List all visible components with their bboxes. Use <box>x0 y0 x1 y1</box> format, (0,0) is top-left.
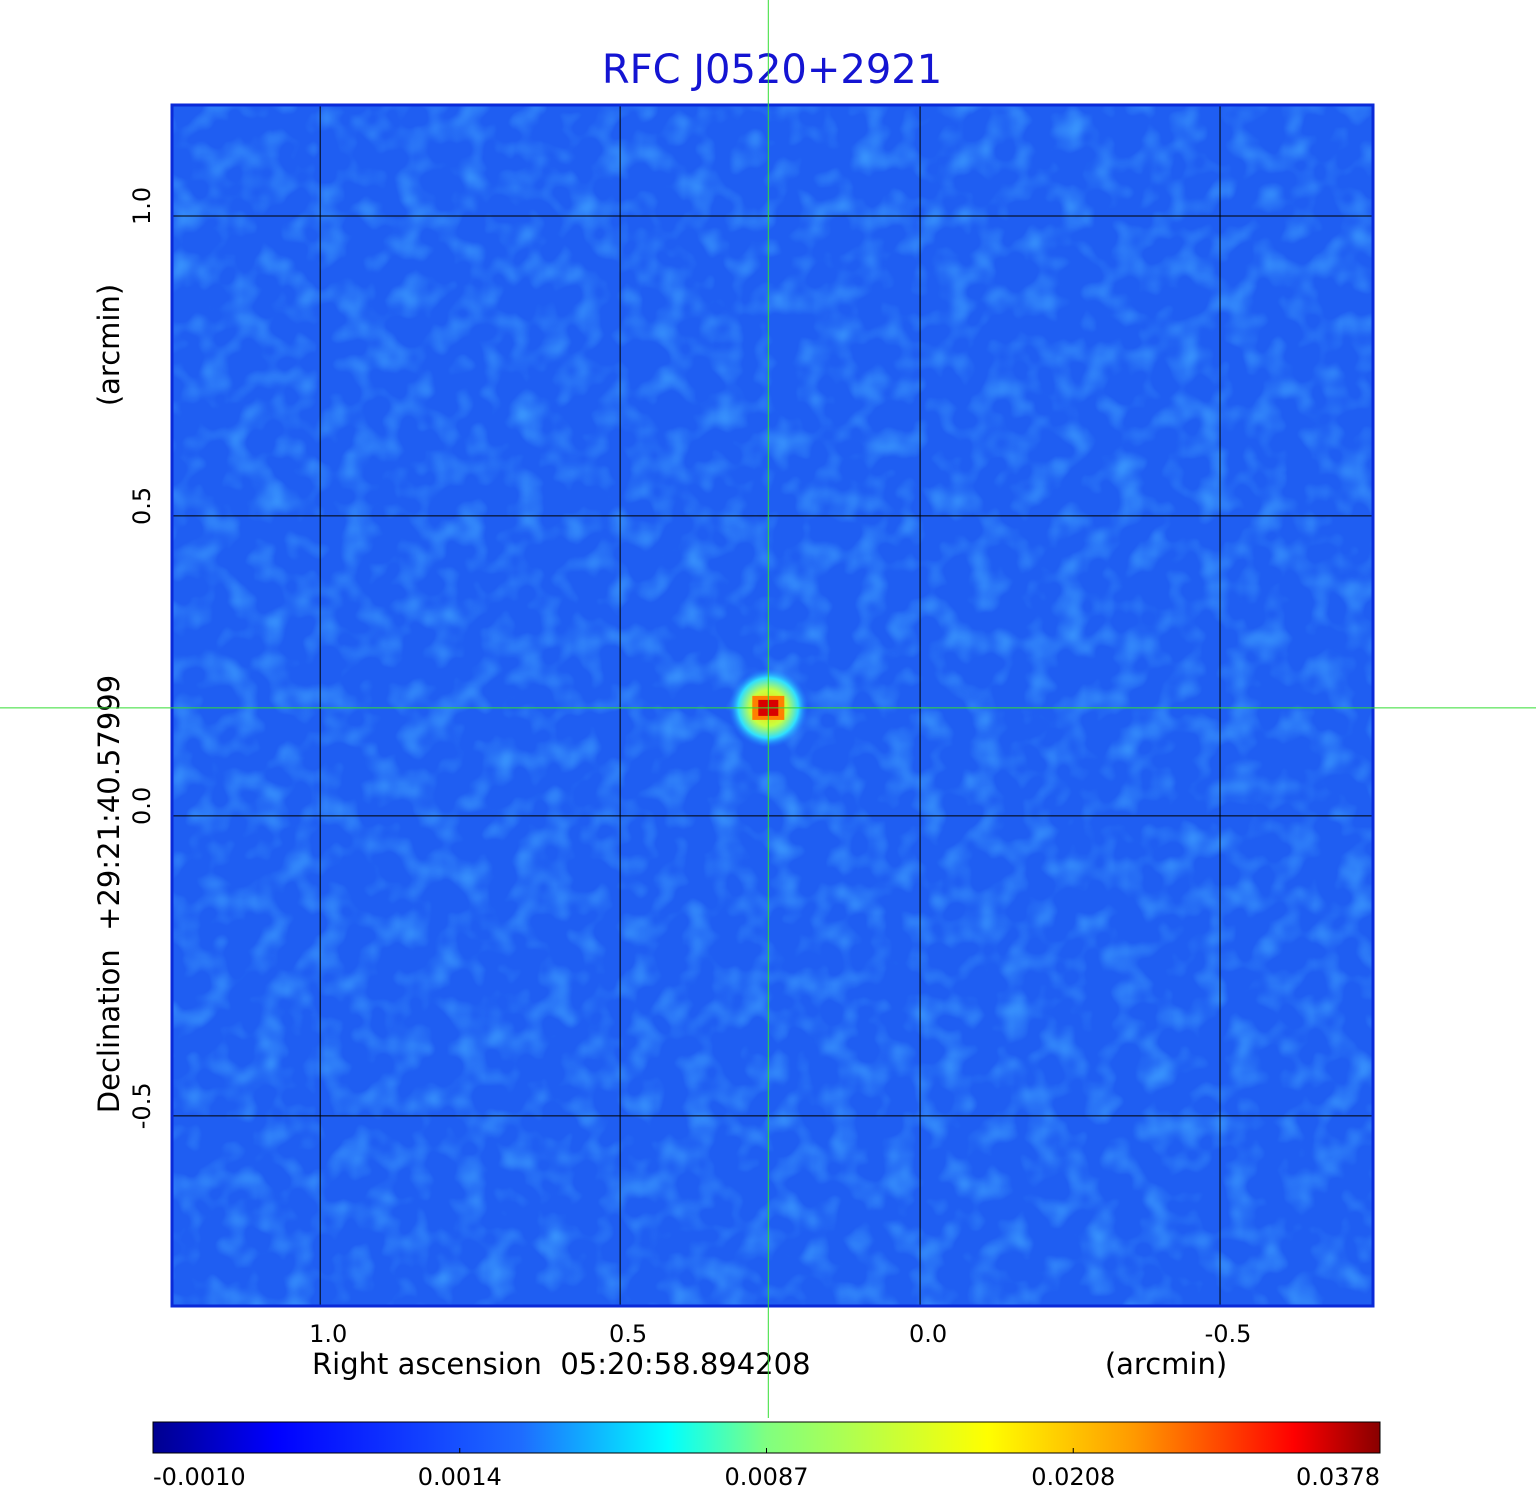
x-tick-label: 1.0 <box>309 1320 347 1348</box>
chart-title: RFC J0520+2921 <box>602 47 942 93</box>
colorbar-tick-label: 0.0208 <box>1031 1463 1115 1491</box>
colorbar-tick-label: 0.0378 <box>1296 1463 1380 1491</box>
plot-frame <box>170 103 1375 1308</box>
x-axis-label: Right ascension 05:20:58.894208 <box>312 1347 811 1381</box>
x-tick-label: -0.5 <box>1205 1320 1252 1348</box>
colorbar-tick-label: 0.0087 <box>725 1463 809 1491</box>
x-tick-label: 0.0 <box>909 1320 947 1348</box>
y-tick-label: 1.0 <box>128 187 156 225</box>
x-tick-label: 0.5 <box>609 1320 647 1348</box>
colorbar-tick-label: -0.0010 <box>153 1463 246 1491</box>
y-tick-label: -0.5 <box>128 1082 156 1129</box>
y-tick-label: 0.5 <box>128 487 156 525</box>
y-axis-label: Declination +29:21:40.57999 <box>92 675 126 1113</box>
x-axis-unit: (arcmin) <box>1105 1347 1227 1381</box>
colorbar-tick-label: 0.0014 <box>418 1463 502 1491</box>
y-tick-label: 0.0 <box>128 787 156 825</box>
colorbar <box>152 1421 1381 1454</box>
y-axis-unit: (arcmin) <box>92 284 126 406</box>
